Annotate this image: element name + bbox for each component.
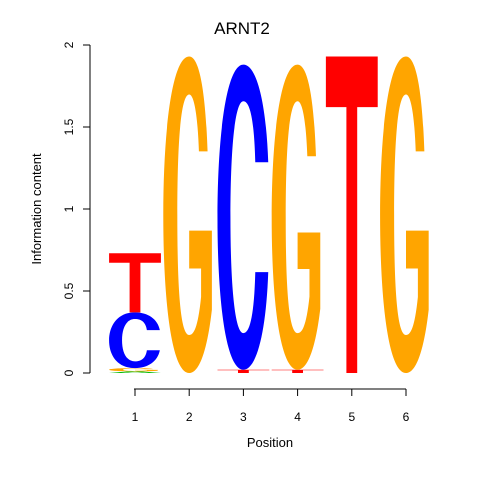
y-axis: 0 0.5 1 1.5 2 Information content [29, 41, 91, 376]
letter-c [109, 312, 160, 369]
x-axis-label: Position [247, 435, 293, 450]
y-ticks: 0 0.5 1 1.5 2 [62, 41, 90, 376]
letter-g [380, 56, 429, 373]
x-tick-label: 3 [240, 410, 247, 424]
logo-stack-position-4 [271, 64, 324, 373]
logo-stacks [109, 56, 429, 373]
y-tick-label: 1 [62, 205, 76, 212]
y-tick-label: 2 [62, 41, 76, 48]
letter-t [109, 253, 161, 313]
x-tick-label: 5 [348, 410, 355, 424]
x-tick-label: 1 [132, 410, 139, 424]
x-tick-label: 6 [403, 410, 410, 424]
letter-a [109, 371, 161, 373]
y-axis-label: Information content [29, 153, 44, 265]
x-tick-label: 2 [186, 410, 193, 424]
y-tick-label: 0 [62, 369, 76, 376]
logo-stack-position-6 [380, 56, 429, 373]
chart-title: ARNT2 [214, 19, 270, 38]
letter-g [163, 56, 212, 373]
letter-t [325, 56, 378, 373]
letter-t [271, 369, 324, 373]
logo-stack-position-3 [217, 64, 270, 373]
y-tick-label: 1.5 [62, 118, 76, 135]
x-axis: 1 2 3 4 5 6 Position [132, 388, 410, 450]
letter-c [217, 64, 269, 370]
y-tick-label: 0.5 [62, 282, 76, 299]
letter-t [217, 369, 270, 373]
logo-stack-position-5 [325, 56, 378, 373]
letter-g [109, 368, 158, 372]
x-ticks: 1 2 3 4 5 6 [132, 389, 410, 424]
x-tick-label: 4 [294, 410, 301, 424]
letter-g [271, 64, 321, 370]
logo-stack-position-2 [163, 56, 212, 373]
logo-stack-position-1 [109, 253, 161, 373]
